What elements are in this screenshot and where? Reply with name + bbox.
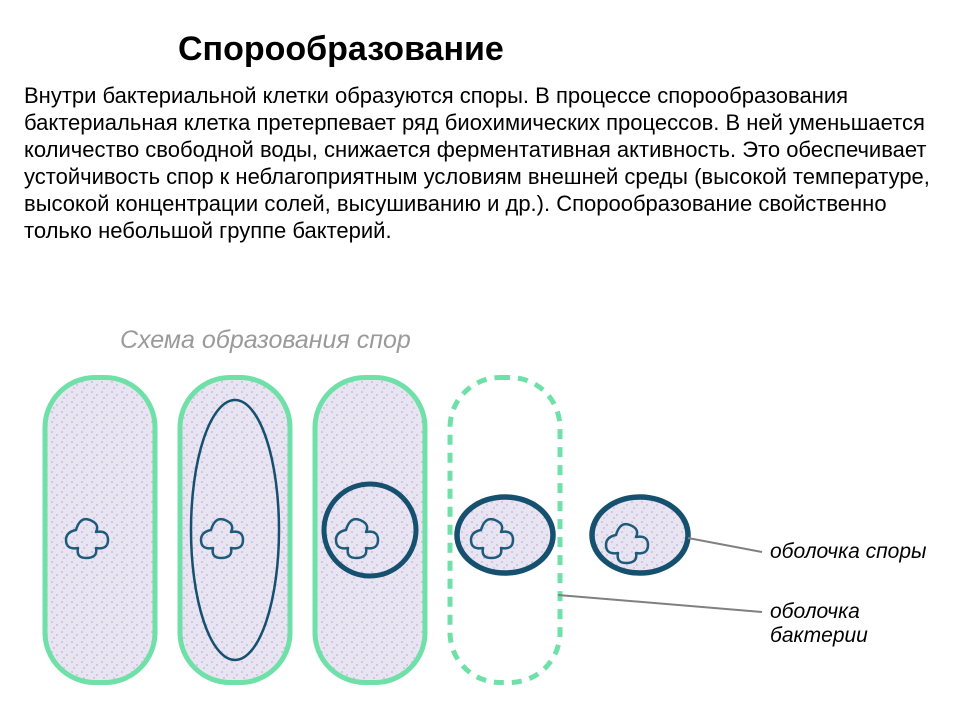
- sporulation-diagram: [0, 0, 960, 720]
